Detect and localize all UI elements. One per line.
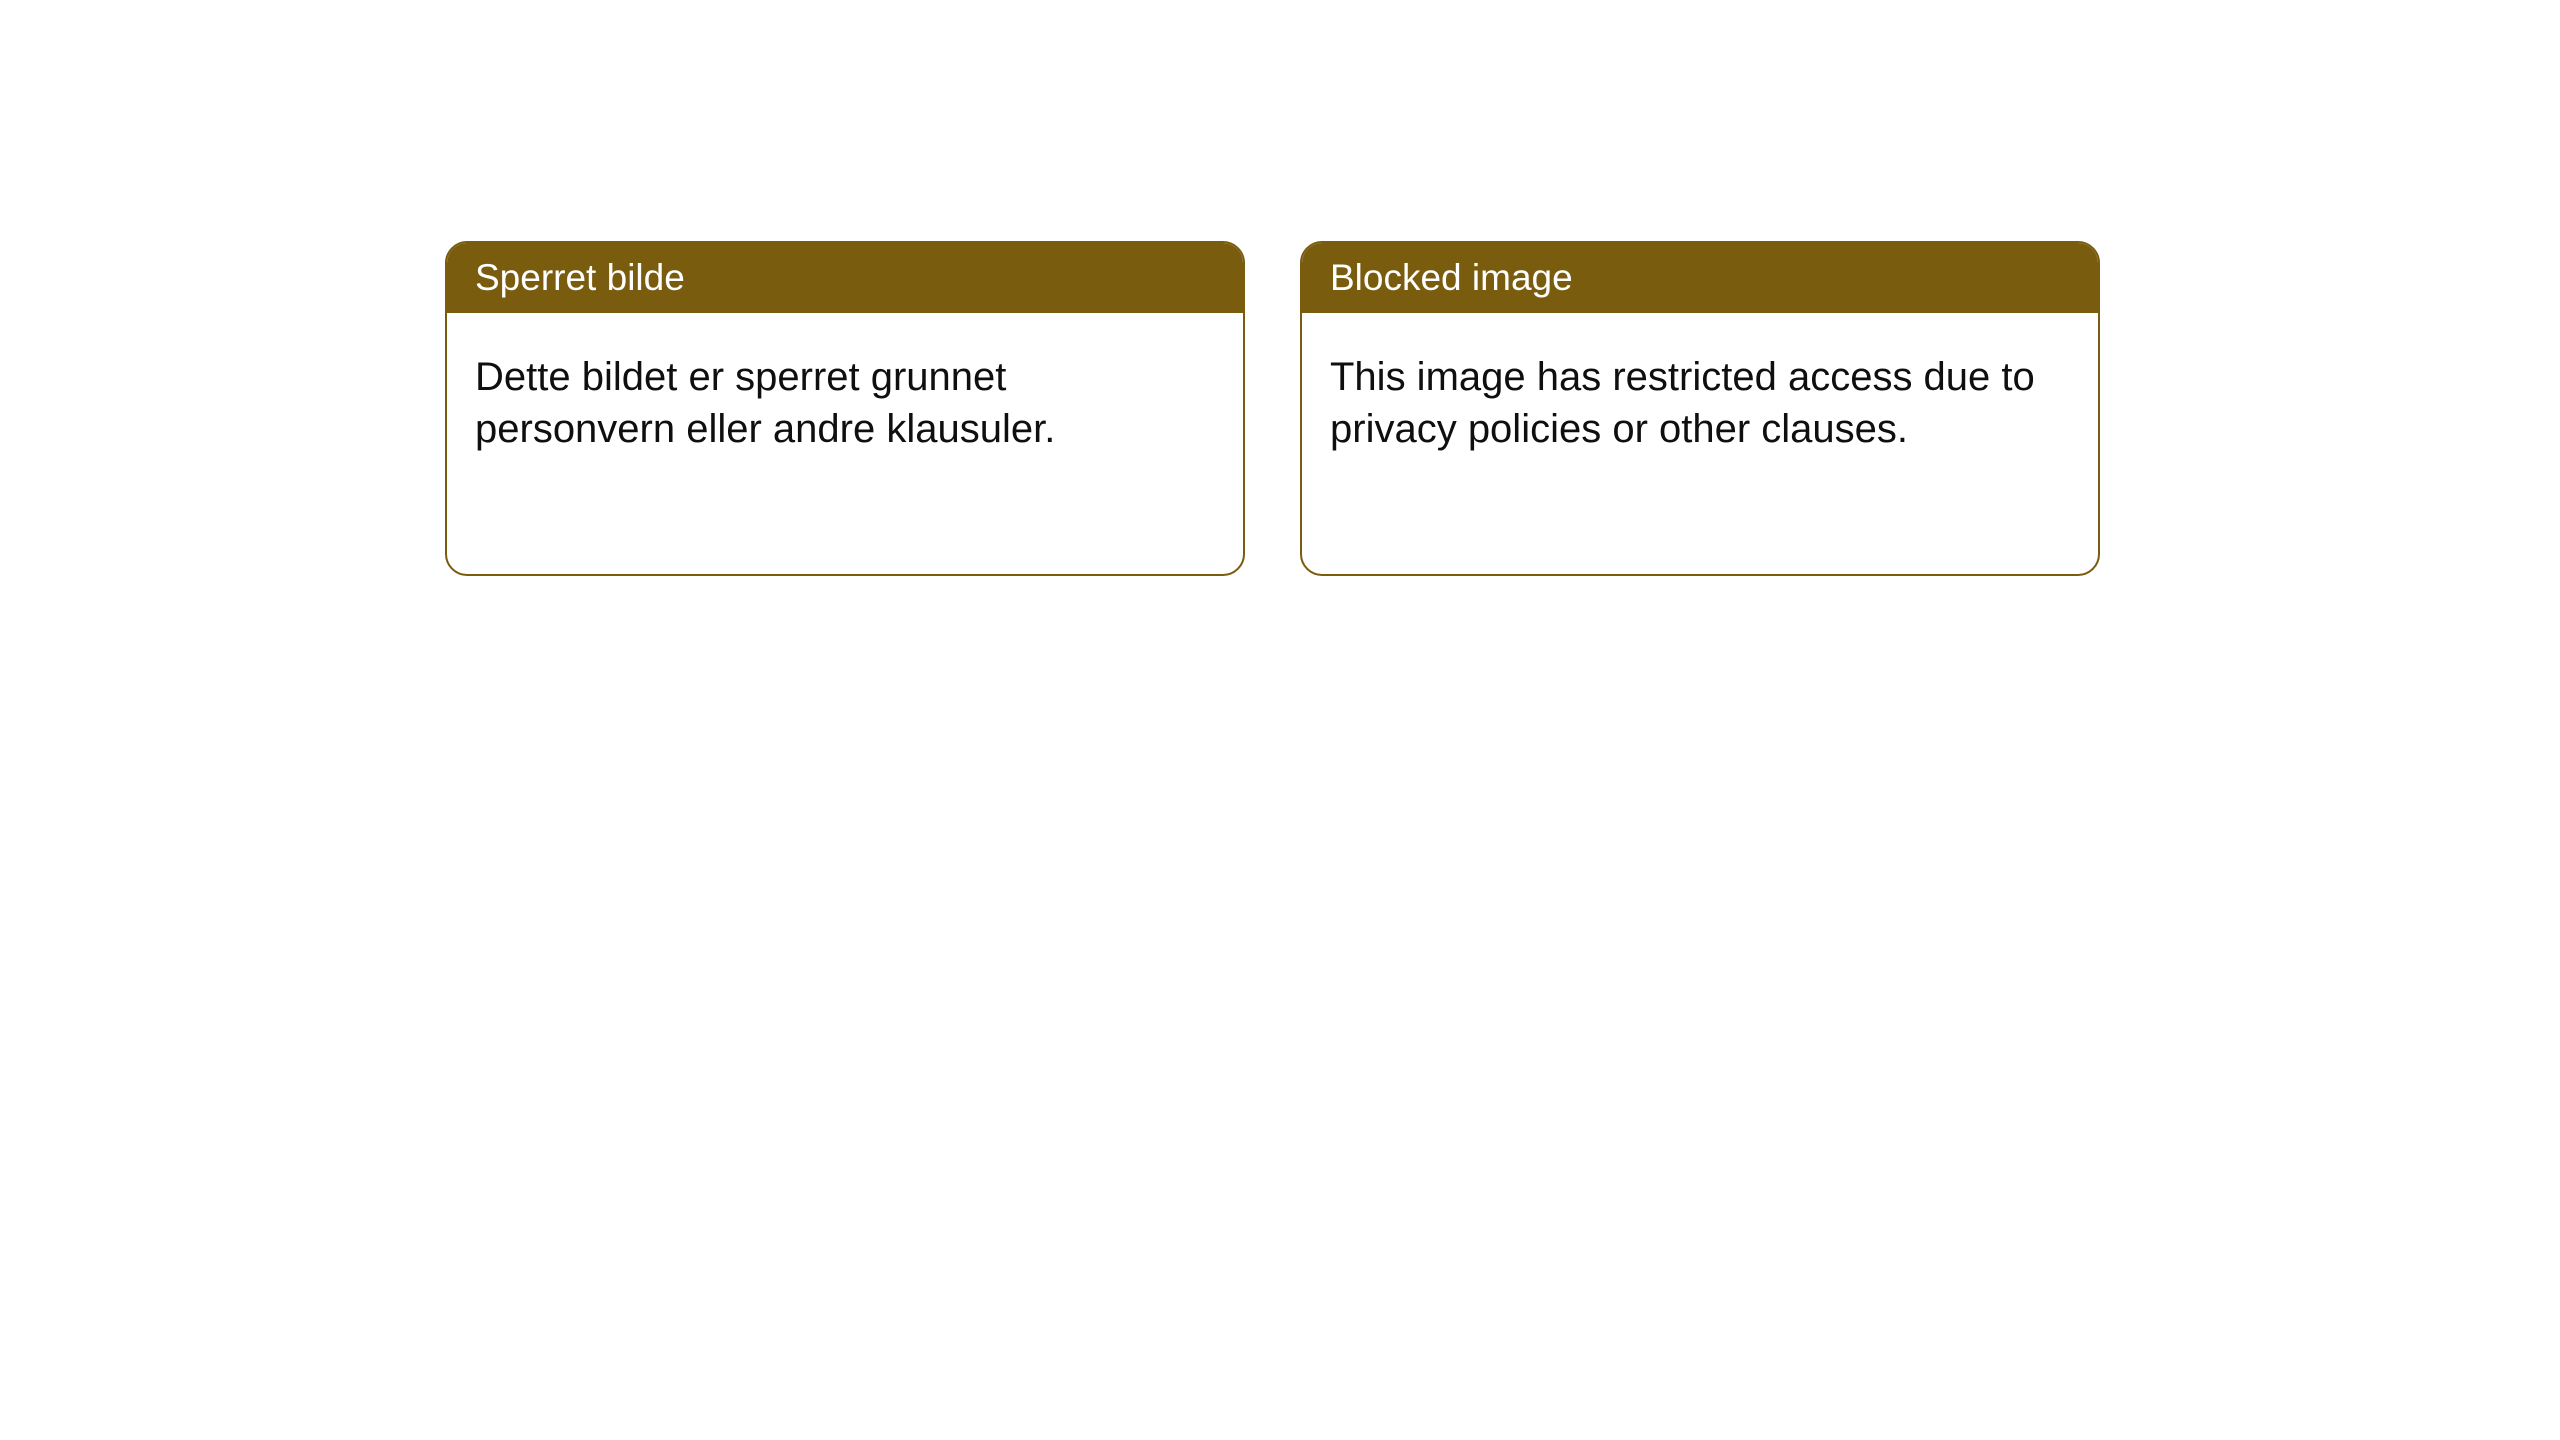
notice-card-english: Blocked image This image has restricted … [1300, 241, 2100, 576]
card-header: Blocked image [1302, 243, 2098, 313]
card-body: Dette bildet er sperret grunnet personve… [447, 313, 1243, 493]
notice-cards-container: Sperret bilde Dette bildet er sperret gr… [0, 0, 2560, 576]
card-title: Blocked image [1330, 257, 1573, 298]
card-header: Sperret bilde [447, 243, 1243, 313]
card-message: Dette bildet er sperret grunnet personve… [475, 355, 1055, 451]
card-message: This image has restricted access due to … [1330, 355, 2035, 451]
notice-card-norwegian: Sperret bilde Dette bildet er sperret gr… [445, 241, 1245, 576]
card-body: This image has restricted access due to … [1302, 313, 2098, 493]
card-title: Sperret bilde [475, 257, 685, 298]
